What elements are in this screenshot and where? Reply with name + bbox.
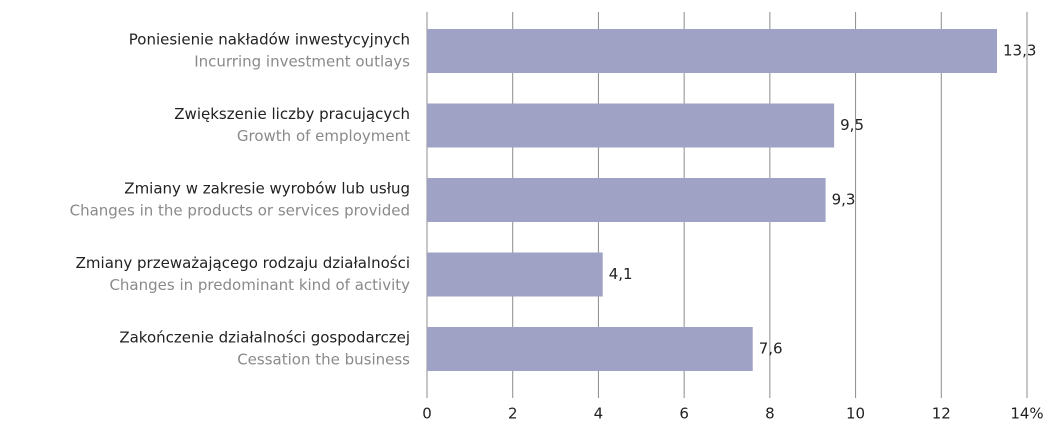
x-tick-label: 12 bbox=[932, 405, 951, 423]
category-sublabel: Changes in the products or services prov… bbox=[70, 202, 410, 220]
bar bbox=[427, 103, 835, 148]
bar bbox=[427, 327, 753, 371]
x-tick-label: 4 bbox=[594, 405, 604, 423]
category-label: Zwiększenie liczby pracujących bbox=[174, 105, 410, 123]
x-tick-label: 10 bbox=[846, 405, 865, 423]
category-sublabel: Incurring investment outlays bbox=[194, 53, 410, 71]
x-tick-label: 14% bbox=[1010, 405, 1043, 423]
bar bbox=[427, 252, 603, 297]
category-sublabel: Changes in predominant kind of activity bbox=[109, 276, 410, 294]
category-label: Poniesienie nakładów inwestycyjnych bbox=[129, 31, 410, 49]
bar bbox=[427, 29, 997, 73]
value-label: 7,6 bbox=[759, 340, 783, 358]
x-tick-label: 6 bbox=[679, 405, 689, 423]
category-sublabel: Cessation the business bbox=[237, 351, 410, 369]
bar bbox=[427, 178, 826, 222]
category-label: Zmiany przeważającego rodzaju działalnoś… bbox=[76, 254, 410, 272]
x-tick-label: 8 bbox=[765, 405, 775, 423]
category-label: Zakończenie działalności gospodarczej bbox=[119, 329, 410, 347]
x-tick-label: 2 bbox=[508, 405, 518, 423]
value-label: 9,5 bbox=[840, 116, 864, 134]
x-tick-label: 0 bbox=[422, 405, 432, 423]
value-label: 9,3 bbox=[832, 191, 856, 209]
category-label: Zmiany w zakresie wyrobów lub usług bbox=[124, 180, 410, 198]
value-label: 13,3 bbox=[1003, 42, 1036, 60]
value-label: 4,1 bbox=[609, 265, 633, 283]
category-sublabel: Growth of employment bbox=[237, 127, 410, 145]
